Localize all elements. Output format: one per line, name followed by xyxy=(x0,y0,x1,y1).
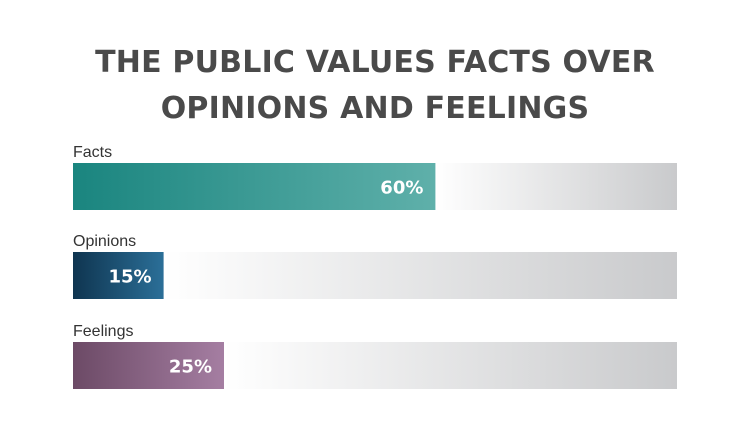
value-label-feelings: 25% xyxy=(169,357,212,378)
category-label-opinions: Opinions xyxy=(73,233,136,250)
value-label-facts: 60% xyxy=(380,178,423,199)
bar-track-opinions xyxy=(163,252,678,299)
bar-track-feelings xyxy=(224,342,677,389)
bar-facts xyxy=(73,163,436,210)
category-label-facts: Facts xyxy=(73,144,112,161)
bar-opinions xyxy=(73,252,164,299)
chart-title-line-1: THE PUBLIC VALUES FACTS OVER xyxy=(95,45,655,80)
category-label-feelings: Feelings xyxy=(73,323,133,340)
chart-title: THE PUBLIC VALUES FACTS OVER OPINIONS AN… xyxy=(0,40,750,132)
bar-feelings xyxy=(73,342,224,389)
bar-track-facts xyxy=(435,163,677,210)
value-label-opinions: 15% xyxy=(109,267,152,288)
chart-title-line-2: OPINIONS AND FEELINGS xyxy=(160,91,590,126)
